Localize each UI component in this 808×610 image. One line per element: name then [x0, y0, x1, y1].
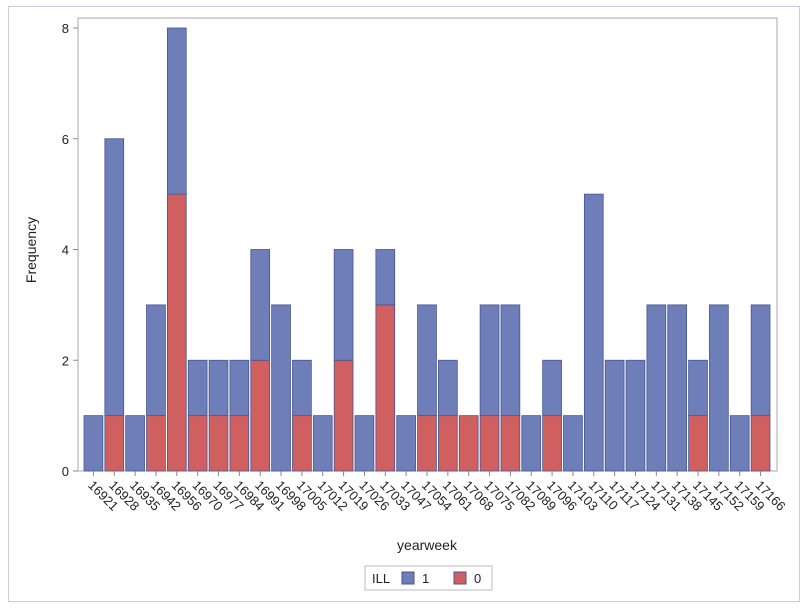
bar-segment-ill-1: [187, 359, 208, 417]
bar-segment-ill-0: [438, 415, 458, 472]
bar-segment-ill-1: [500, 304, 521, 417]
y-tick-label: 2: [62, 353, 69, 368]
y-tick-label: 8: [62, 21, 69, 36]
bar-segment-ill-1: [729, 415, 750, 472]
bar-segment-ill-0: [417, 415, 437, 472]
bar-segment-ill-0: [208, 415, 229, 472]
bar-segment-ill-1: [563, 415, 583, 472]
bar-segment-ill-0: [166, 193, 187, 472]
bar-segment-ill-1: [709, 304, 729, 472]
bar-segment-ill-1: [229, 359, 250, 417]
bar-segment-ill-1: [604, 359, 625, 472]
bar-segment-ill-1: [750, 304, 771, 417]
bar-segment-ill-1: [625, 359, 646, 472]
legend-label: 0: [474, 571, 481, 586]
bar-segment-ill-1: [271, 304, 291, 472]
bar-segment-ill-1: [166, 27, 187, 195]
bar-segment-ill-1: [521, 415, 542, 472]
bar-segment-ill-1: [104, 138, 125, 417]
bar-segment-ill-1: [438, 359, 458, 417]
legend-swatch-0: [453, 571, 467, 585]
bar-segment-ill-1: [542, 359, 562, 417]
legend: ILL 1 0: [364, 565, 493, 591]
bar-segment-ill-0: [187, 415, 208, 472]
bar-segment-ill-0: [688, 415, 708, 472]
bar-segment-ill-1: [250, 249, 271, 361]
x-axis-label: yearweek: [397, 537, 458, 553]
bar-segment-ill-1: [646, 304, 667, 472]
bar-segment-ill-0: [292, 415, 312, 472]
bar-segment-ill-0: [250, 359, 271, 472]
legend-box: [364, 565, 493, 591]
bar-segment-ill-1: [292, 359, 312, 417]
bar-segment-ill-0: [500, 415, 521, 472]
bar-segment-ill-1: [688, 359, 708, 417]
bar-segment-ill-0: [479, 415, 500, 472]
y-axis-label: Frequency: [23, 217, 39, 283]
bar-segment-ill-1: [375, 249, 396, 306]
chart-frame: [8, 6, 800, 602]
bar-segment-ill-0: [104, 415, 125, 472]
y-tick-label: 4: [62, 243, 69, 258]
bar-segment-ill-1: [354, 415, 375, 472]
bar-segment-ill-0: [229, 415, 250, 472]
bar-segment-ill-0: [750, 415, 771, 472]
bar-segment-ill-1: [83, 415, 104, 472]
bar-segment-ill-1: [583, 193, 604, 472]
bar-segment-ill-1: [667, 304, 688, 472]
bar-segment-ill-1: [333, 249, 354, 361]
bar-segment-ill-0: [333, 359, 354, 472]
bar-segment-ill-1: [479, 304, 500, 417]
bar-segment-ill-0: [375, 304, 396, 472]
bar-segment-ill-1: [312, 415, 333, 472]
bar-segment-ill-1: [417, 304, 437, 417]
bar-segment-ill-0: [458, 415, 479, 472]
y-tick-label: 0: [62, 464, 69, 479]
bar-segment-ill-1: [396, 415, 416, 472]
axes: Frequency yearweek: [23, 17, 778, 553]
legend-swatch-1: [401, 571, 415, 585]
y-tick-label: 6: [62, 132, 69, 147]
bar-segment-ill-1: [146, 304, 166, 417]
legend-title: ILL: [372, 571, 390, 586]
bar-segment-ill-1: [125, 415, 145, 472]
bar-segment-ill-0: [146, 415, 166, 472]
bar-segment-ill-1: [208, 359, 229, 417]
bar-segment-ill-0: [542, 415, 562, 472]
legend-label: 1: [422, 571, 429, 586]
